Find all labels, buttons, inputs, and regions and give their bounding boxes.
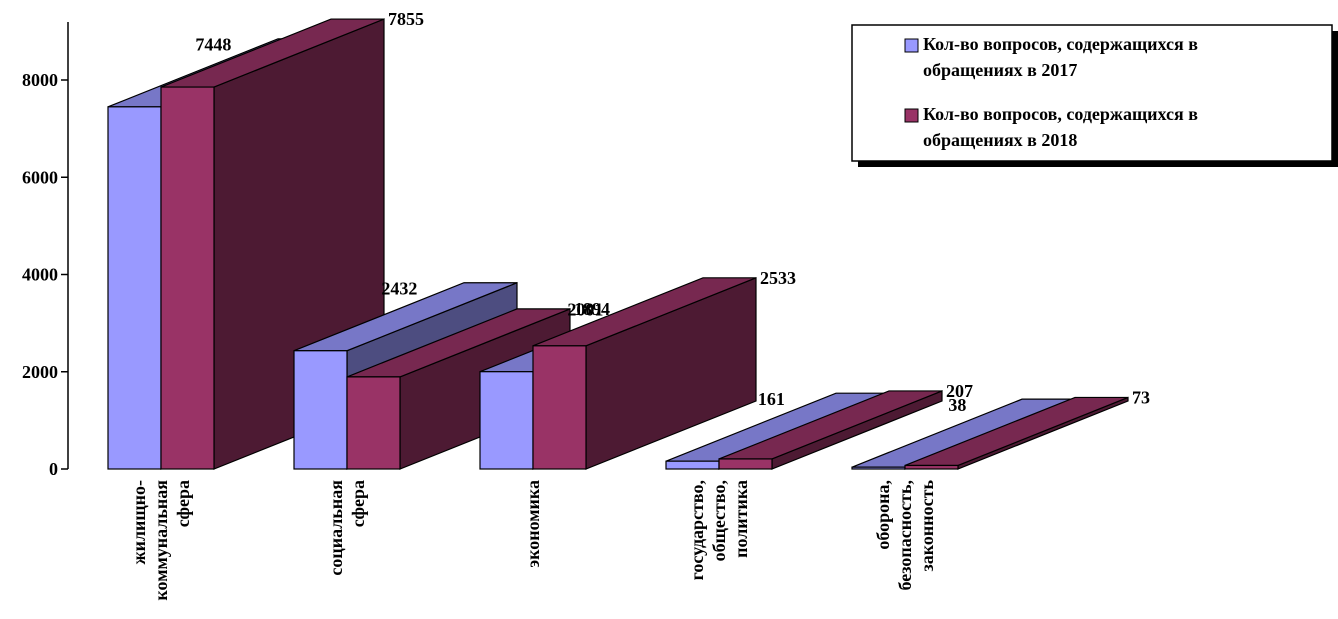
- value-label: 2533: [760, 268, 796, 288]
- x-tick-label: жилищно-: [129, 480, 149, 564]
- y-tick-label: 6000: [22, 167, 58, 187]
- legend-swatch: [904, 108, 919, 123]
- legend-label: Кол-во вопросов, содержащихся в: [923, 34, 1198, 54]
- x-tick-label: общество,: [709, 480, 729, 561]
- bar: [532, 276, 757, 470]
- legend-label: обращениях в 2017: [923, 60, 1077, 80]
- bar-front: [532, 345, 587, 470]
- value-label: 1894: [574, 299, 610, 319]
- y-tick-label: 8000: [22, 70, 58, 90]
- legend: Кол-во вопросов, содержащихся в обращения…: [851, 24, 1338, 167]
- bar-front: [904, 464, 959, 470]
- bar-front: [851, 466, 906, 470]
- value-label: 73: [1132, 387, 1150, 407]
- legend-box: [851, 24, 1333, 162]
- x-tick-label: безопасность,: [895, 480, 915, 590]
- value-label: 161: [758, 389, 785, 409]
- bar-front: [665, 460, 720, 470]
- y-tick-label: 4000: [22, 265, 58, 285]
- bar: [718, 390, 943, 470]
- x-tick-label: оборона,: [873, 480, 893, 550]
- value-label: 7448: [195, 35, 231, 55]
- x-tick-label: политика: [731, 480, 751, 558]
- x-tick-label: сфера: [173, 480, 193, 527]
- y-tick-label: 2000: [22, 362, 58, 382]
- x-tick-label: социальная: [326, 480, 346, 576]
- x-tick-label: экономика: [523, 480, 543, 568]
- value-label: 2001: [567, 300, 603, 320]
- x-tick-label: сфера: [348, 480, 368, 527]
- legend-label: обращениях в 2018: [923, 130, 1077, 150]
- legend-label: Кол-во вопросов, содержащихся в: [923, 104, 1198, 124]
- bar: [904, 396, 1129, 470]
- bar-front: [479, 371, 534, 470]
- bar-front: [718, 458, 773, 470]
- value-label: 2432: [381, 279, 417, 299]
- bar-front: [160, 86, 215, 470]
- y-tick-label: 0: [49, 459, 58, 479]
- value-label: 7855: [388, 9, 424, 29]
- bar-front: [293, 350, 348, 470]
- x-tick-label: коммунальная: [151, 480, 171, 601]
- legend-swatch: [904, 38, 919, 53]
- value-label: 207: [946, 381, 973, 401]
- bar-front: [346, 376, 401, 470]
- value-label: 38: [948, 395, 966, 415]
- x-tick-label: законность: [917, 480, 937, 572]
- bar-front: [107, 106, 162, 470]
- x-tick-label: государство,: [687, 480, 707, 580]
